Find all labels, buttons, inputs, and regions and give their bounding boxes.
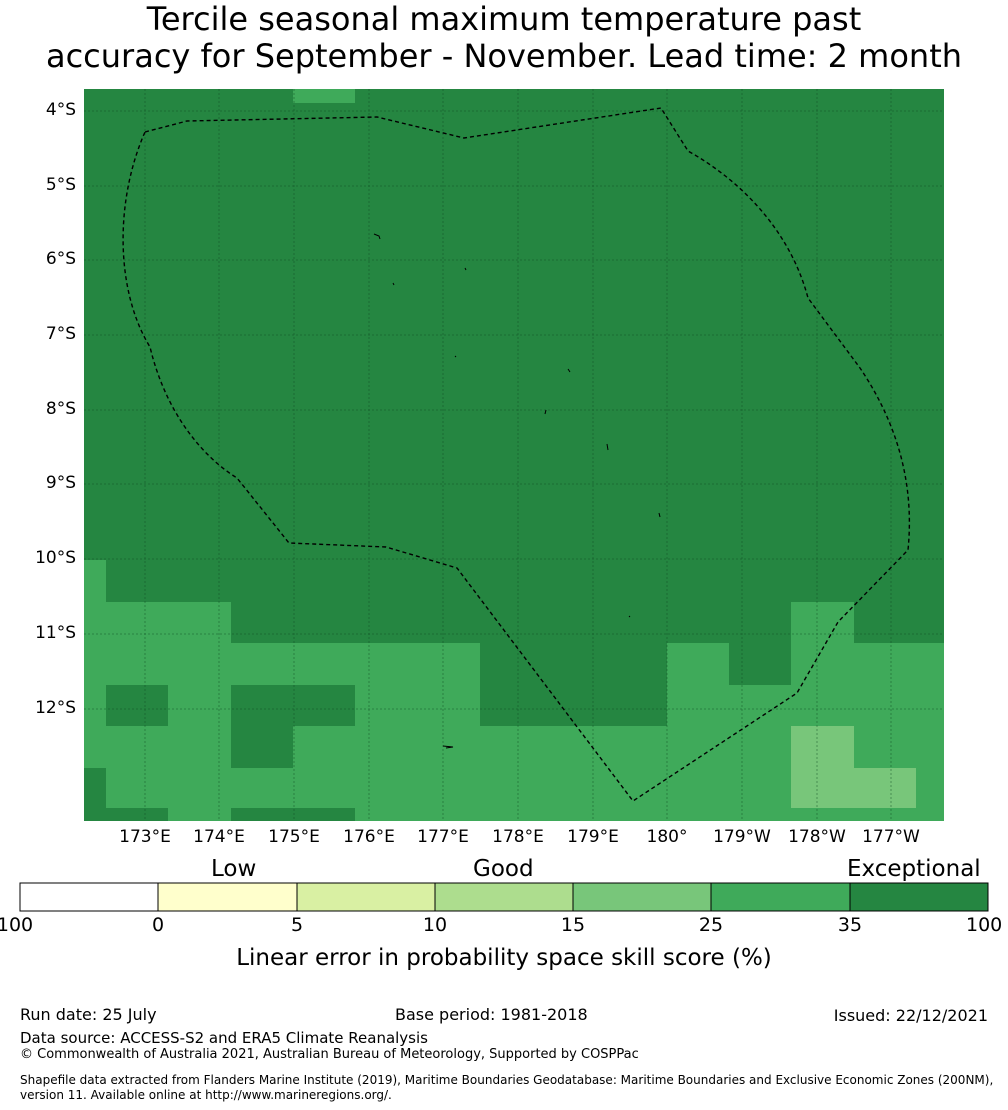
skill-cell [791,726,854,808]
copyright: © Commonwealth of Australia 2021, Austra… [20,1047,639,1062]
colorbar-tick: 100 [966,914,1003,936]
skill-cell [231,685,355,726]
colorbar-segment [573,883,711,911]
lat-label: 12°S [35,698,76,718]
map-gridlines [84,89,944,821]
lon-label: 179°E [567,827,619,847]
colorbar-outline [19,882,989,912]
skill-cell [791,602,854,726]
colorbar-tick: 5 [290,914,304,936]
island [658,512,661,518]
skill-cell [106,685,168,726]
island [464,267,467,271]
skill-cell [168,808,231,821]
island [392,282,395,286]
lon-label: 177°E [417,827,469,847]
colorbar-segment [435,883,573,911]
map-plot-area [84,89,944,821]
island [606,443,609,451]
island [454,355,457,358]
skill-cell [854,768,916,808]
shapefile-credit-line-2: version 11. Available online at http://w… [20,1088,392,1102]
lon-label: 178°E [492,827,544,847]
run-date: Run date: 25 July [20,1005,157,1024]
lon-label: 175°E [268,827,320,847]
lat-label: 4°S [45,100,76,120]
colorbar-segment [297,883,435,911]
lat-label: 8°S [45,399,76,419]
colorbar-segment [158,883,297,911]
lat-label: 5°S [45,175,76,195]
colorbar-tick: 0 [151,914,165,936]
skill-patches-exceptional [106,685,355,768]
lat-label: 10°S [35,548,76,568]
skill-cell [84,602,231,643]
data-source: Data source: ACCESS-S2 and ERA5 Climate … [20,1029,428,1047]
colorbar [19,882,989,912]
skill-regions-25-35 [84,89,944,821]
issued-date: Issued: 22/12/2021 [833,1006,988,1025]
islands [373,233,661,749]
skill-cell [355,808,480,821]
skill-cell [293,89,355,103]
colorbar-tick: 15 [560,914,586,936]
lat-label: 9°S [45,473,76,493]
lat-label: 6°S [45,249,76,269]
map-title-line-2: accuracy for September - November. Lead … [45,37,963,75]
lon-label: 174°E [193,827,245,847]
category-label-exceptional: Exceptional [847,856,981,882]
colorbar-tick: 25 [698,914,724,936]
lon-label: 179°W [713,827,771,847]
skill-cell [106,768,480,808]
island [373,233,381,240]
colorbar-segment [850,883,988,911]
skill-cell [729,685,791,726]
colorbar-tick: 10 [422,914,448,936]
colorbar-title: Linear error in probability space skill … [236,945,772,971]
island [544,409,547,415]
lon-label: 178°W [788,827,846,847]
lon-label: 173°E [119,827,171,847]
island [628,615,631,618]
lon-label: 180° [646,827,688,847]
skill-cell [84,560,106,602]
colorbar-segment [711,883,850,911]
colorbar-segment [20,883,158,911]
lon-label: 177°W [862,827,920,847]
lon-label: 176°E [343,827,395,847]
map-title-line-1: Tercile seasonal maximum temperature pas… [146,0,862,38]
shapefile-credit-line-1: Shapefile data extracted from Flanders M… [20,1073,994,1087]
colorbar-tick: 35 [837,914,863,936]
lat-label: 11°S [35,623,76,643]
skill-regions-15-25 [791,726,916,808]
category-label-good: Good [473,856,534,882]
island [567,368,571,373]
base-period: Base period: 1981-2018 [395,1005,588,1024]
skill-cell [854,643,944,726]
colorbar-tick: -100 [0,914,34,936]
skill-cell [231,726,293,768]
lat-label: 7°S [45,324,76,344]
category-label-low: Low [211,856,257,882]
island [442,745,454,749]
skill-cell [667,643,729,726]
